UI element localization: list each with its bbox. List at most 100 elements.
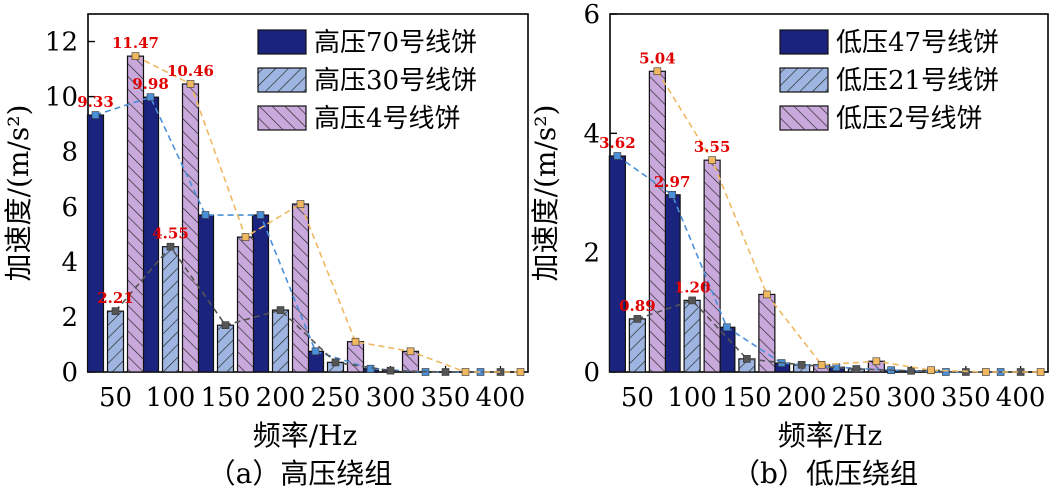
x-tick-label: 100 bbox=[146, 383, 196, 413]
trend-line bbox=[114, 245, 501, 373]
trend-line bbox=[135, 55, 521, 373]
data-marker bbox=[406, 347, 415, 356]
data-marker bbox=[516, 368, 525, 376]
x-tick-label: 100 bbox=[667, 383, 717, 413]
x-tick-label: 350 bbox=[941, 383, 991, 413]
x-tick-label: 300 bbox=[886, 383, 936, 413]
x-axis-label: 频率/Hz bbox=[253, 419, 358, 452]
data-marker bbox=[743, 355, 751, 363]
data-marker bbox=[331, 358, 340, 367]
legend-swatch bbox=[257, 29, 307, 55]
legend-swatch-hatch bbox=[780, 68, 828, 92]
data-label: 10.46 bbox=[167, 62, 214, 80]
y-axis-label: 加速度/(m/s²) bbox=[2, 105, 35, 282]
x-tick-label: 50 bbox=[621, 383, 654, 413]
legend-label: 低压21号线饼 bbox=[836, 66, 999, 96]
data-marker bbox=[186, 80, 195, 88]
legend-label: 低压2号线饼 bbox=[836, 104, 983, 134]
data-marker bbox=[688, 296, 696, 305]
data-label: 11.47 bbox=[112, 34, 159, 52]
bar bbox=[251, 214, 270, 373]
data-marker bbox=[668, 190, 676, 199]
y-tick-label: 4 bbox=[61, 248, 78, 278]
data-marker bbox=[907, 367, 915, 375]
data-marker bbox=[872, 357, 881, 366]
data-marker bbox=[311, 347, 320, 356]
y-tick-label: 12 bbox=[45, 28, 78, 58]
figure-caption: （b）低压绕组 bbox=[732, 457, 918, 490]
data-label: 5.04 bbox=[639, 49, 676, 67]
data-label: 2.97 bbox=[654, 173, 691, 191]
y-tick-label: 0 bbox=[583, 358, 600, 388]
bar-hatch bbox=[127, 56, 144, 372]
x-axis-label: 频率/Hz bbox=[778, 419, 883, 452]
data-marker bbox=[386, 366, 395, 375]
x-tick-label: 300 bbox=[366, 383, 416, 413]
y-tick-label: 2 bbox=[61, 303, 78, 333]
bar-hatch bbox=[107, 311, 124, 372]
data-marker bbox=[296, 200, 305, 208]
data-marker bbox=[91, 111, 100, 119]
bar bbox=[608, 155, 626, 373]
data-marker bbox=[723, 323, 731, 332]
y-tick-label: 10 bbox=[45, 83, 78, 113]
legend-swatch-hatch bbox=[780, 106, 828, 130]
x-tick-label: 200 bbox=[256, 383, 306, 413]
y-tick-label: 6 bbox=[583, 0, 600, 30]
legend-swatch bbox=[779, 29, 829, 55]
data-marker bbox=[613, 152, 622, 160]
bar-hatch bbox=[704, 160, 721, 372]
data-marker bbox=[351, 337, 360, 346]
x-tick-label: 400 bbox=[996, 383, 1046, 413]
data-marker bbox=[221, 321, 230, 329]
data-label: 4.55 bbox=[152, 225, 189, 243]
legend-label: 高压4号线饼 bbox=[314, 104, 461, 134]
legend-swatch-hatch bbox=[258, 68, 306, 92]
x-tick-label: 250 bbox=[832, 383, 882, 413]
legend-swatch-hatch bbox=[258, 106, 306, 130]
bar-hatch bbox=[758, 294, 775, 372]
data-marker bbox=[131, 52, 140, 60]
x-tick-label: 400 bbox=[476, 383, 526, 413]
data-marker bbox=[201, 211, 210, 219]
bar-hatch bbox=[182, 83, 199, 372]
x-tick-label: 50 bbox=[99, 383, 132, 413]
legend-label: 高压70号线饼 bbox=[314, 28, 477, 58]
bar-hatch bbox=[402, 351, 419, 372]
chart-high-voltage-winding: 0 2 4 6 8 10 12 50 100 150 200 250 300 350 400 9.33 2.21… bbox=[2, 13, 529, 490]
data-marker bbox=[927, 366, 935, 375]
bar-hatch bbox=[649, 71, 666, 372]
legend-label: 低压47号线饼 bbox=[836, 28, 999, 58]
y-tick-label: 6 bbox=[61, 193, 78, 223]
bar-hatch bbox=[217, 325, 234, 372]
x-tick-label: 150 bbox=[722, 383, 772, 413]
data-marker bbox=[852, 365, 861, 373]
data-marker bbox=[1036, 368, 1045, 376]
bar-hatch bbox=[347, 341, 364, 372]
y-tick-label: 8 bbox=[61, 138, 78, 168]
data-marker bbox=[461, 368, 470, 376]
data-marker bbox=[111, 307, 120, 315]
data-marker bbox=[653, 67, 662, 76]
bar-hatch bbox=[629, 318, 646, 372]
figure-caption: （a）高压绕组 bbox=[208, 457, 393, 490]
data-marker bbox=[763, 290, 771, 299]
data-label: 1.20 bbox=[674, 278, 711, 296]
data-marker bbox=[146, 93, 155, 101]
bar-hatch bbox=[292, 204, 309, 372]
y-tick-label: 2 bbox=[583, 239, 600, 269]
data-marker bbox=[708, 156, 716, 164]
data-marker bbox=[817, 361, 826, 369]
x-tick-label: 250 bbox=[311, 383, 361, 413]
bar bbox=[86, 114, 105, 373]
x-tick-label: 150 bbox=[201, 383, 251, 413]
data-marker bbox=[241, 233, 250, 241]
data-marker bbox=[166, 242, 175, 251]
bar-hatch bbox=[162, 246, 179, 372]
chart-low-voltage-winding: 0 2 4 6 50 100 150 200 250 300 350 400 3.62 0.89 5.04 2… bbox=[529, 0, 1049, 490]
data-marker bbox=[276, 306, 285, 314]
x-tick-label: 350 bbox=[421, 383, 471, 413]
bar-hatch bbox=[272, 310, 289, 372]
trend-line bbox=[656, 70, 1041, 373]
data-marker bbox=[441, 368, 450, 376]
